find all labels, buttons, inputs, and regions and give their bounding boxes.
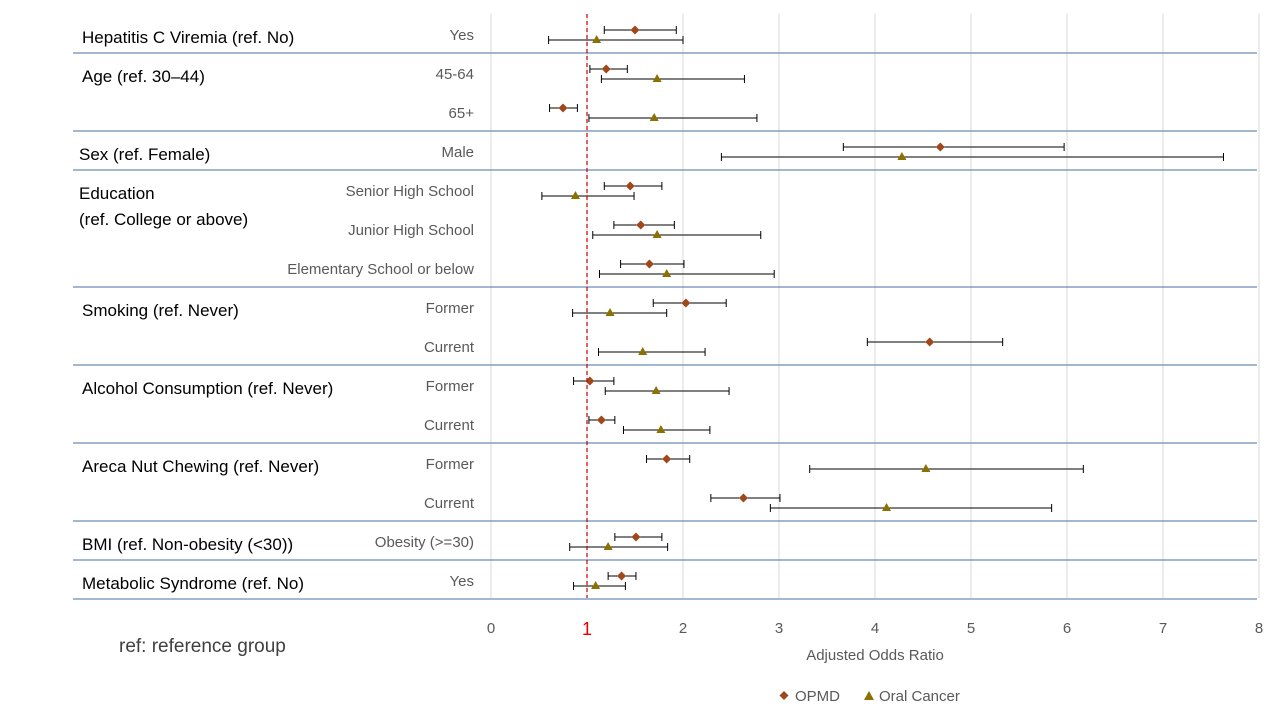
row-label: Male (441, 144, 474, 161)
opmd-point (935, 142, 945, 152)
row-label: 45-64 (436, 66, 474, 83)
row-label: Former (426, 300, 474, 317)
row-label: Senior High School (346, 183, 474, 200)
oral-cancer-point (652, 230, 662, 238)
opmd-point (681, 298, 691, 308)
opmd-point (630, 25, 640, 35)
group-label: Smoking (ref. Never) (82, 301, 239, 320)
row-label: 65+ (449, 105, 475, 122)
opmd-point (558, 103, 568, 113)
oral-cancer-point (649, 113, 659, 121)
x-tick-label: 0 (487, 620, 495, 637)
opmd-point (636, 220, 646, 230)
group-label: BMI (ref. Non-obesity (<30)) (82, 535, 293, 554)
row-label: Current (424, 495, 475, 512)
opmd-point (585, 376, 595, 386)
oral-cancer-point (656, 425, 666, 433)
row-label: Yes (450, 27, 474, 44)
legend-opmd-label: OPMD (795, 688, 840, 705)
row-label: Obesity (>=30) (375, 534, 474, 551)
opmd-point (644, 259, 654, 269)
opmd-point (738, 493, 748, 503)
x-tick-label: 6 (1063, 620, 1071, 637)
oral-cancer-point (570, 191, 580, 199)
opmd-point (925, 337, 935, 347)
x-axis-title: Adjusted Odds Ratio (806, 647, 944, 664)
row-label: Yes (450, 573, 474, 590)
oral-cancer-point (921, 464, 931, 472)
row-label: Current (424, 417, 475, 434)
group-label: Areca Nut Chewing (ref. Never) (82, 457, 319, 476)
oral-cancer-point (652, 74, 662, 82)
legend-oral-cancer-label: Oral Cancer (879, 688, 960, 705)
oral-cancer-point (897, 152, 907, 160)
opmd-point (601, 64, 611, 74)
opmd-point (617, 571, 627, 581)
group-label: Hepatitis C Viremia (ref. No) (82, 28, 294, 47)
legend-opmd-marker (779, 691, 789, 700)
legend-oral-cancer-marker (864, 691, 874, 700)
group-label: Alcohol Consumption (ref. Never) (82, 379, 333, 398)
group-label: Age (ref. 30–44) (82, 67, 205, 86)
footnote: ref: reference group (119, 636, 286, 657)
x-tick-label: 7 (1159, 620, 1167, 637)
oral-cancer-point (651, 386, 661, 394)
group-label: (ref. College or above) (79, 210, 248, 229)
row-label: Elementary School or below (287, 261, 474, 278)
x-tick-label: 8 (1255, 620, 1263, 637)
oral-cancer-point (638, 347, 648, 355)
opmd-point (596, 415, 606, 425)
oral-cancer-point (592, 35, 602, 43)
row-label: Former (426, 456, 474, 473)
reference-tick-label: 1 (582, 619, 592, 639)
group-label: Sex (ref. Female) (79, 145, 210, 164)
x-tick-label: 5 (967, 620, 975, 637)
x-tick-label: 2 (679, 620, 687, 637)
row-label: Former (426, 378, 474, 395)
oral-cancer-point (591, 581, 601, 589)
row-label: Junior High School (348, 222, 474, 239)
oral-cancer-point (662, 269, 672, 277)
row-label: Current (424, 339, 475, 356)
opmd-point (625, 181, 635, 191)
x-tick-label: 3 (775, 620, 783, 637)
oral-cancer-point (882, 503, 892, 511)
oral-cancer-point (605, 308, 615, 316)
x-tick-label: 4 (871, 620, 879, 637)
opmd-point (662, 454, 672, 464)
group-label: Metabolic Syndrome (ref. No) (82, 574, 304, 593)
group-label: Education (79, 184, 155, 203)
opmd-point (631, 532, 641, 542)
oral-cancer-point (603, 542, 613, 550)
